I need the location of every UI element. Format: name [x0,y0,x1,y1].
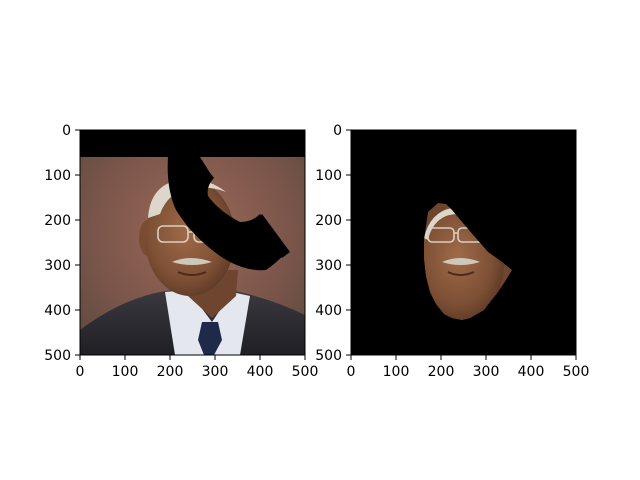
right-xtick-2: 200 [428,364,455,380]
right-xtick-4: 400 [518,364,545,380]
right-ytick-3: 300 [315,258,342,274]
right-axes-frame [350,129,577,356]
right-ytick-1: 100 [315,168,342,184]
left-ytick-3: 300 [44,258,71,274]
right-xtick-0: 0 [347,364,356,380]
left-panel: 0 100 200 300 400 500 0 100 200 300 400 [44,123,318,380]
left-xtick-3: 300 [202,364,229,380]
right-xtick-1: 100 [383,364,410,380]
right-xtick-5: 500 [563,364,590,380]
left-ytick-4: 400 [44,303,71,319]
left-ytick-5: 500 [44,348,71,364]
left-xtick-0: 0 [76,364,85,380]
left-x-ticks: 0 100 200 300 400 500 [76,355,319,380]
right-ytick-4: 400 [315,303,342,319]
right-panel: 0 100 200 300 400 500 0 100 200 300 400 [315,123,589,380]
left-xtick-5: 500 [292,364,319,380]
right-x-ticks: 0 100 200 300 400 500 [347,355,590,380]
left-y-ticks: 0 100 200 300 400 500 [44,123,80,364]
left-ytick-1: 100 [44,168,71,184]
right-y-ticks: 0 100 200 300 400 500 [315,123,351,364]
left-image [80,130,305,355]
left-xtick-4: 400 [247,364,274,380]
right-ytick-0: 0 [333,123,342,139]
left-axes-frame [79,129,306,356]
left-ytick-2: 200 [44,213,71,229]
left-ytick-0: 0 [62,123,71,139]
left-xtick-2: 200 [157,364,184,380]
right-ytick-5: 500 [315,348,342,364]
right-xtick-3: 300 [473,364,500,380]
right-image [351,130,576,355]
right-ytick-2: 200 [315,213,342,229]
left-xtick-1: 100 [112,364,139,380]
